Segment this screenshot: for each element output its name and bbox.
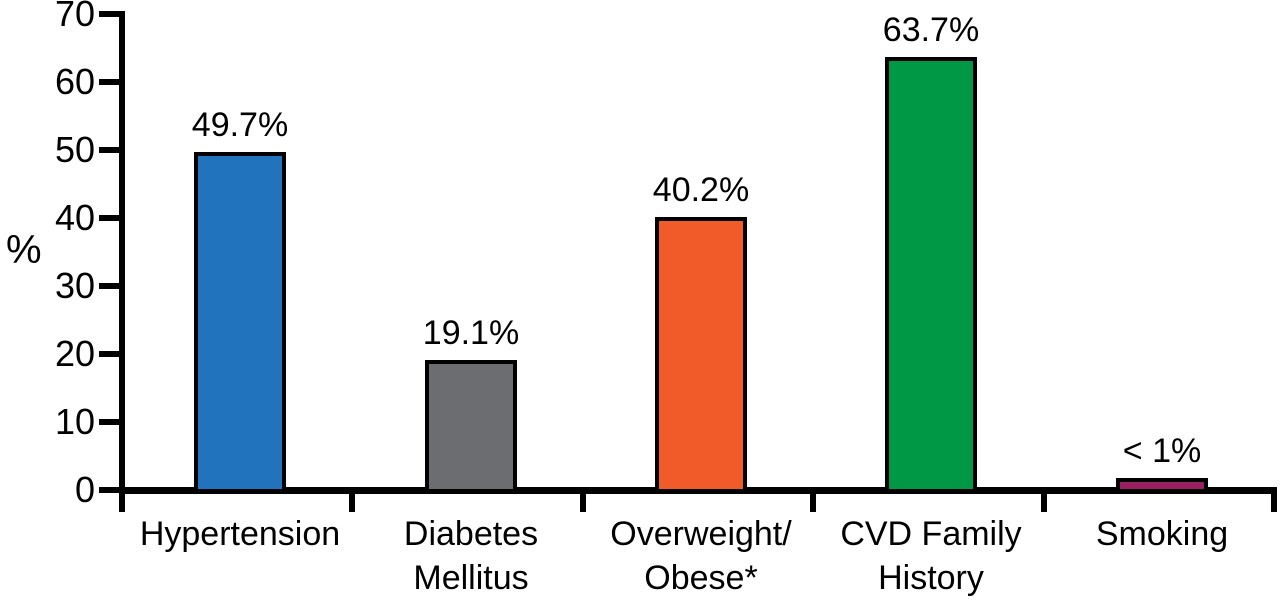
bar-value-label: 49.7% bbox=[191, 106, 289, 144]
category-label-line: Overweight/ bbox=[610, 515, 792, 553]
y-tick bbox=[99, 79, 122, 85]
category-label: Diabetes Mellitus bbox=[341, 512, 601, 600]
category-label: Overweight/Obese* bbox=[571, 512, 831, 600]
category-label-line: History bbox=[878, 559, 984, 597]
y-tick bbox=[99, 283, 122, 289]
category-label-line: CVD Family bbox=[840, 515, 1022, 553]
bar-smoking bbox=[1116, 478, 1208, 493]
y-tick-label: 30 bbox=[54, 265, 95, 306]
bar-overweight-obese bbox=[655, 217, 747, 493]
y-tick-label: 40 bbox=[54, 197, 95, 238]
y-tick-label: 10 bbox=[54, 401, 95, 442]
bar-diabetes-mellitus bbox=[425, 360, 517, 493]
category-label-line: Obese* bbox=[644, 559, 758, 597]
category-label-line: Mellitus bbox=[413, 559, 529, 597]
bar-value-label: 40.2% bbox=[652, 171, 750, 209]
y-tick bbox=[99, 351, 122, 357]
category-label: Smoking bbox=[1032, 512, 1280, 556]
bar-value-label: < 1% bbox=[1122, 432, 1202, 470]
y-tick-label: 50 bbox=[54, 129, 95, 170]
category-label-line: Smoking bbox=[1095, 515, 1229, 553]
bar-value-label: 19.1% bbox=[422, 314, 520, 352]
y-tick bbox=[99, 11, 122, 17]
y-tick bbox=[99, 147, 122, 153]
y-tick-label: 70 bbox=[54, 0, 95, 34]
category-label: Hypertension bbox=[110, 512, 370, 556]
y-tick-label: 0 bbox=[74, 469, 95, 510]
y-axis-label: % bbox=[6, 228, 42, 272]
y-tick-label: 20 bbox=[54, 333, 95, 374]
category-label-line: Hypertension bbox=[139, 515, 341, 553]
bar-cvd-family-history bbox=[885, 57, 977, 493]
y-tick-label: 60 bbox=[54, 61, 95, 102]
y-tick bbox=[99, 215, 122, 221]
category-label-line: Diabetes bbox=[403, 515, 539, 553]
y-tick bbox=[99, 419, 122, 425]
bar-value-label: 63.7% bbox=[882, 11, 980, 49]
x-tick bbox=[580, 492, 586, 512]
x-tick bbox=[810, 492, 816, 512]
x-tick bbox=[1271, 492, 1277, 512]
bar-hypertension bbox=[194, 152, 286, 493]
x-tick bbox=[349, 492, 355, 512]
y-tick bbox=[99, 487, 122, 493]
x-tick bbox=[1041, 492, 1047, 512]
category-label: CVD Family History bbox=[801, 512, 1061, 600]
y-axis-line bbox=[119, 11, 125, 512]
